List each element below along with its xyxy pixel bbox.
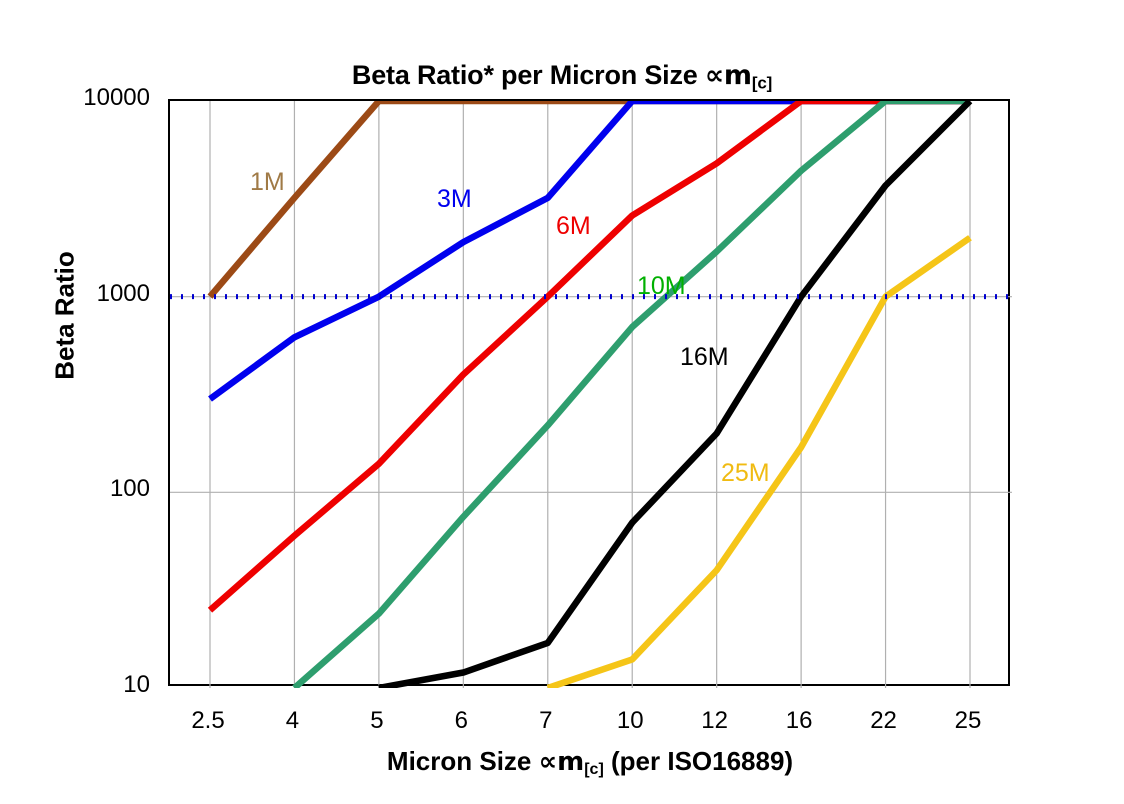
plot-area: [168, 99, 1012, 688]
y-tick-100: 100: [109, 475, 150, 503]
series-label-6M: 6M: [556, 212, 591, 240]
x-tick-25: 25: [954, 707, 982, 734]
series-line-1M: [207, 101, 970, 299]
x-axis-title-symbol: ∝m: [538, 747, 585, 777]
y-tick-1000: 1000: [96, 279, 150, 307]
x-tick-5: 5: [370, 707, 384, 734]
x-axis-title-subscript: [c]: [584, 761, 604, 778]
series-line-10M: [292, 101, 970, 688]
series-label-1M: 1M: [250, 168, 285, 196]
plot-svg: [170, 101, 1012, 688]
x-tick-4: 4: [285, 707, 300, 734]
series-line-3M: [208, 101, 970, 402]
x-tick-6: 6: [454, 707, 468, 734]
series-label-3M: 3M: [437, 185, 472, 213]
chart-title-main: Beta Ratio* per Micron Size: [351, 60, 705, 90]
series-label-16M: 16M: [680, 343, 729, 371]
series-line-6M: [207, 101, 970, 613]
x-tick-22: 22: [870, 707, 897, 734]
x-tick-10: 10: [616, 707, 644, 734]
x-axis-title-pre: Micron Size: [386, 746, 539, 776]
y-axis-title: Beta Ratio: [49, 251, 80, 380]
x-tick-12: 12: [701, 707, 728, 734]
y-tick-10: 10: [123, 671, 150, 698]
y-tick-10000: 10000: [83, 84, 150, 111]
chart-title: Beta Ratio* per Micron Size ∝m[c]: [0, 60, 1124, 93]
x-tick-16: 16: [785, 707, 813, 734]
x-tick-2.5: 2.5: [191, 707, 225, 734]
series-line-16M: [378, 101, 973, 688]
x-axis-title: Micron Size ∝m[c] (per ISO16889): [160, 746, 1020, 779]
series-label-10M: 10M: [637, 272, 686, 300]
x-tick-7: 7: [539, 707, 553, 734]
series-line-25M: [546, 235, 972, 688]
x-axis-title-post: (per ISO16889): [603, 746, 794, 776]
chart-title-symbol: ∝m: [704, 60, 752, 91]
series-label-25M: 25M: [721, 459, 770, 487]
chart-title-subscript: [c]: [751, 73, 773, 93]
